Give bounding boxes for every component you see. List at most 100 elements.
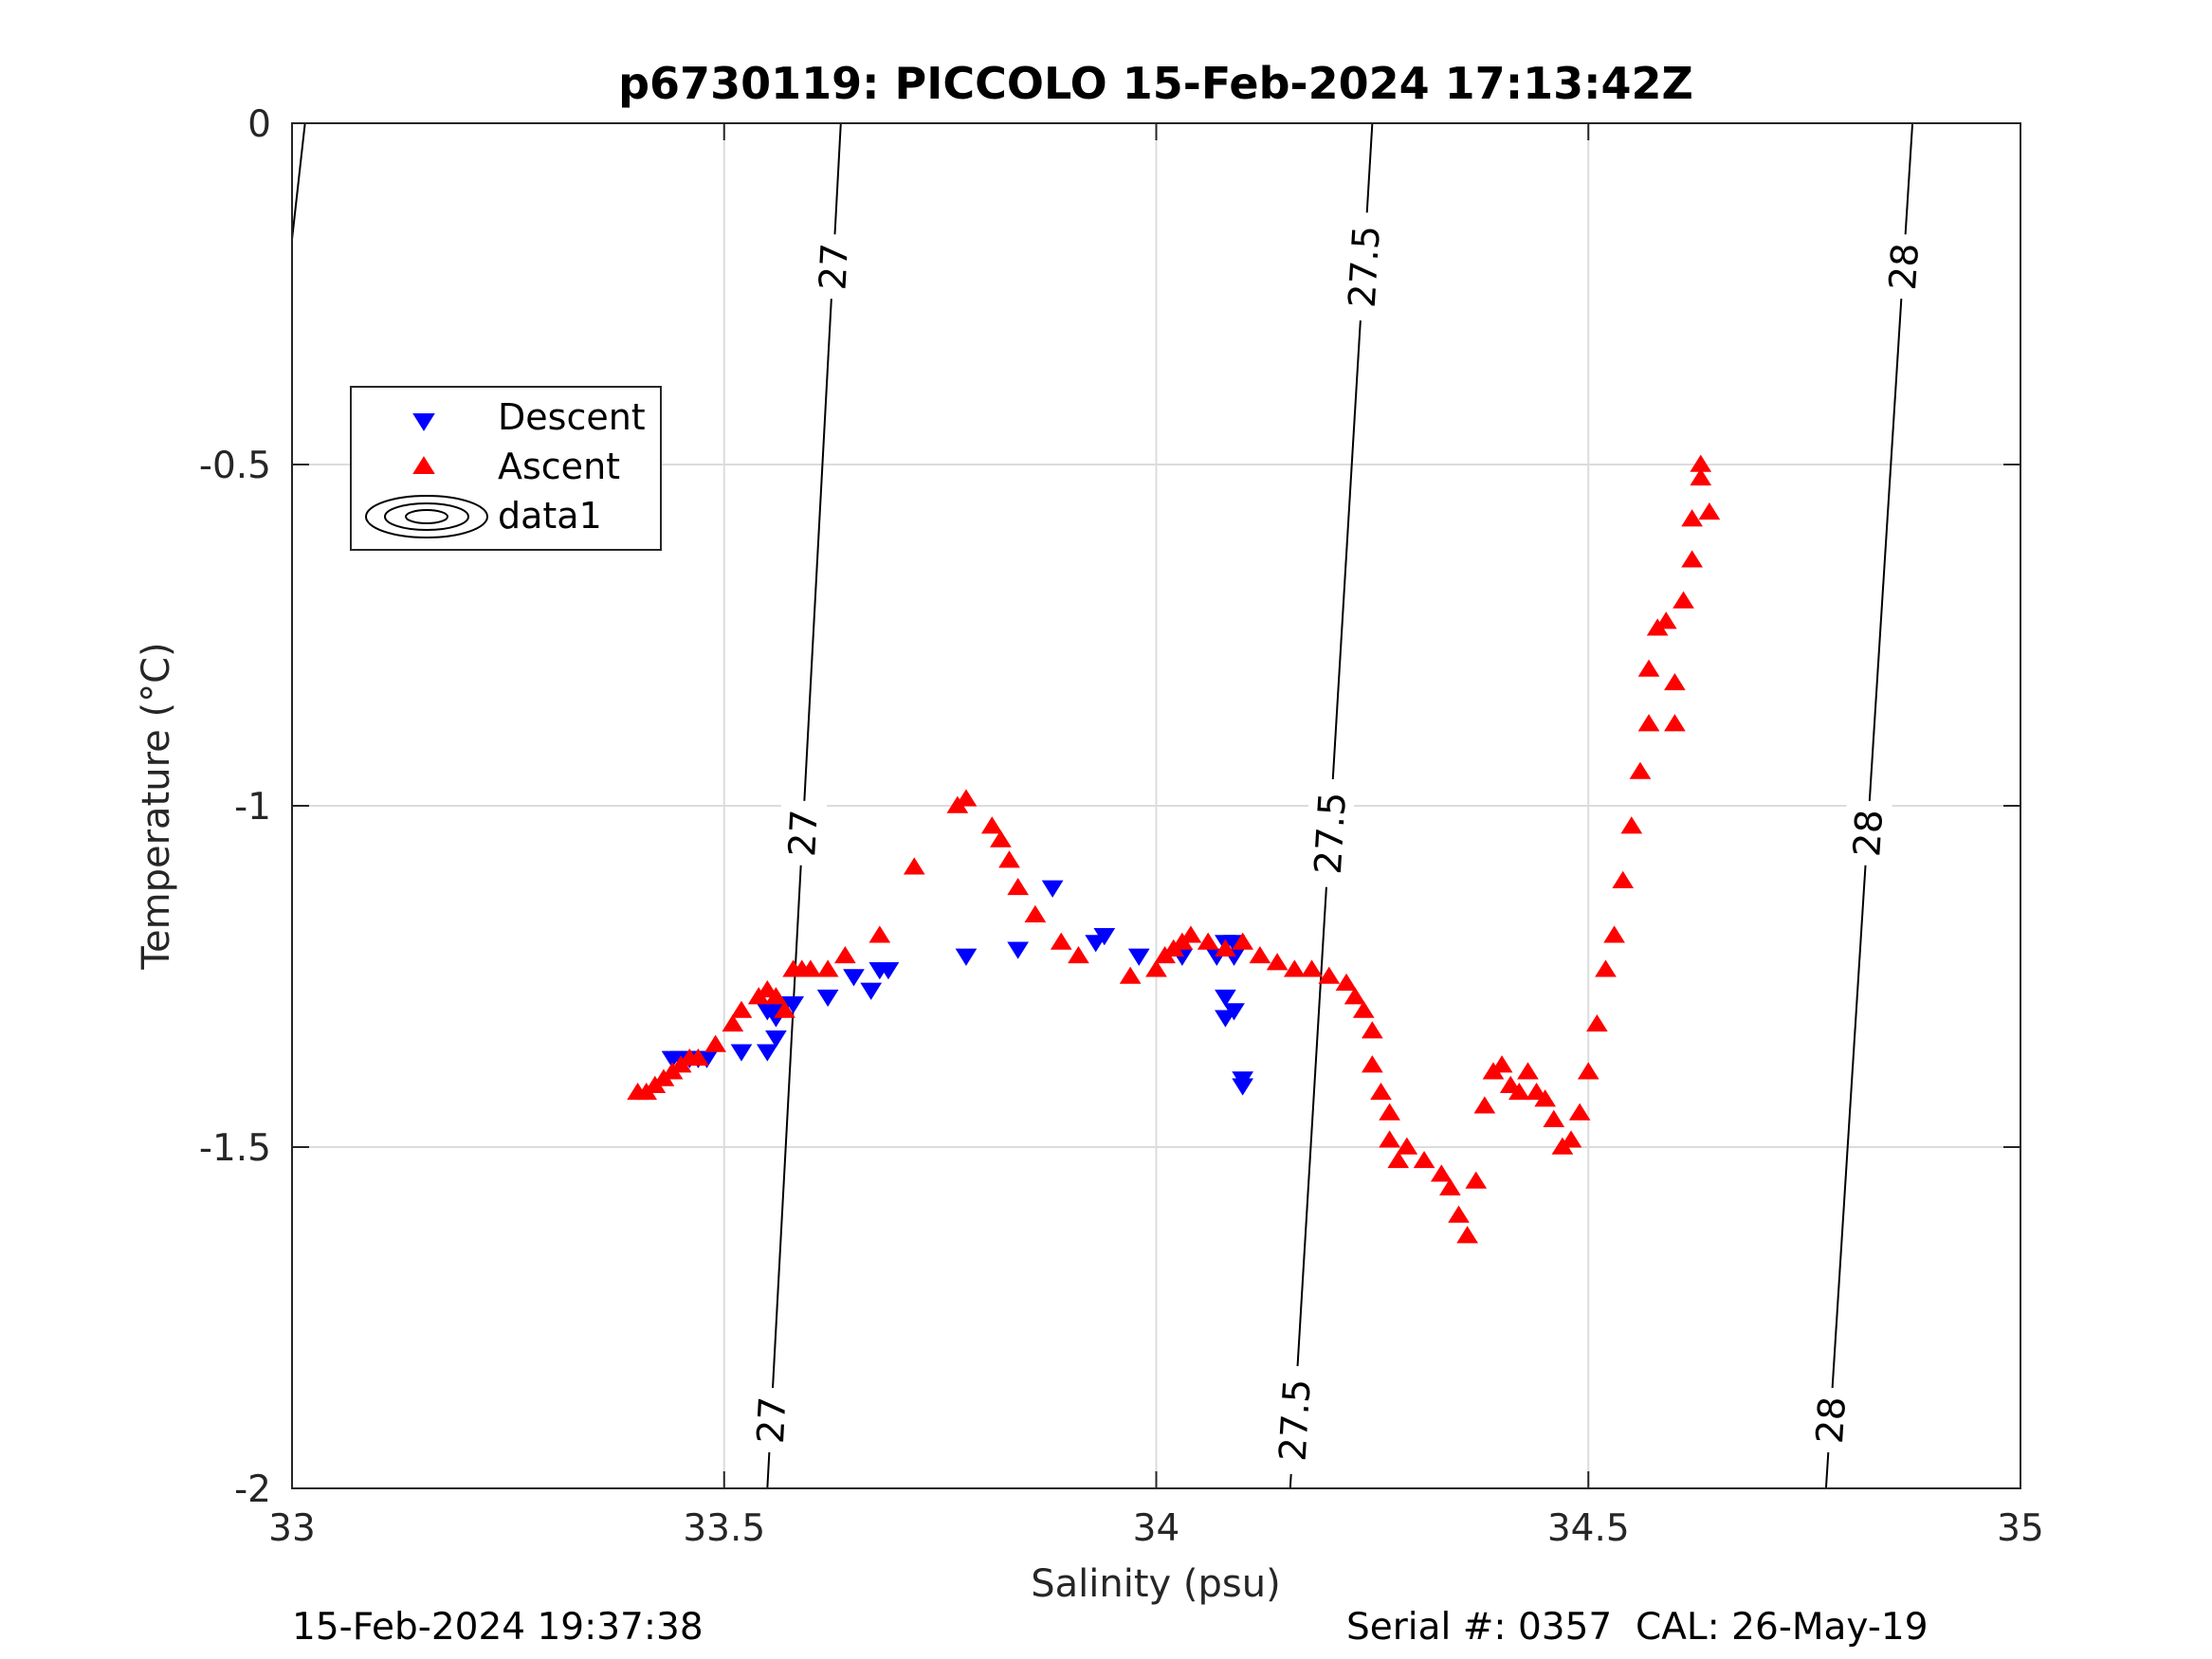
ascent-point xyxy=(1499,1075,1522,1093)
y-tick-label: -1.5 xyxy=(199,1127,271,1170)
contour-label-group: 27 xyxy=(746,1386,795,1454)
contour-label-mask xyxy=(808,232,858,301)
ascent-point xyxy=(1490,1055,1513,1073)
ascent-point xyxy=(1517,1062,1539,1080)
contour-label: 28 xyxy=(1882,242,1928,291)
ascent-point xyxy=(1352,1000,1375,1018)
ascent-point xyxy=(1637,659,1660,677)
x-tick-label: 34.5 xyxy=(1547,1507,1630,1550)
contour-label-group: 28 xyxy=(1878,232,1929,301)
ascent-point xyxy=(1534,1089,1557,1107)
ascent-point xyxy=(1568,1103,1591,1121)
contour-label-mask xyxy=(777,799,828,867)
contour-label: 28 xyxy=(1846,809,1892,858)
contour-label: 27 xyxy=(781,809,827,858)
ascent-point xyxy=(1362,1055,1383,1073)
ascent-point xyxy=(903,857,925,875)
contour-label-mask xyxy=(1303,777,1356,889)
ascent-point xyxy=(730,1000,753,1018)
legend-ascent-label: Ascent xyxy=(498,446,620,487)
footer-serial-cal: Serial #: 0357 CAL: 26-May-19 xyxy=(1346,1606,1929,1649)
legend: Descent Ascent data1 xyxy=(350,386,662,551)
legend-data1-label: data1 xyxy=(498,495,602,537)
contour-label-mask xyxy=(746,1386,795,1454)
ascent-point xyxy=(1379,1130,1400,1148)
ascent-point xyxy=(1560,1130,1582,1148)
ascent-point xyxy=(1068,945,1089,964)
descent-point xyxy=(1127,948,1150,966)
x-tick-label: 34 xyxy=(1133,1507,1180,1550)
ascent-point xyxy=(765,987,787,1005)
descent-point xyxy=(877,962,900,980)
y-axis-label: Temperature (°C) xyxy=(135,642,178,970)
ascent-point xyxy=(1318,966,1341,984)
ascent-point xyxy=(687,1048,709,1066)
contour-label-group: 28 xyxy=(1805,1386,1856,1454)
ascent-point xyxy=(1379,1103,1400,1121)
contour-label: 27.5 xyxy=(1342,225,1389,309)
ascent-point xyxy=(1664,714,1686,732)
ascent-point xyxy=(955,789,978,807)
descent-point xyxy=(1215,1010,1236,1028)
y-tick-label: -1 xyxy=(234,786,271,829)
ascent-point xyxy=(1654,611,1677,629)
contour-label-group: 28 xyxy=(1842,799,1892,867)
contour-label-group: 27.5 xyxy=(1303,777,1356,889)
chart-title: p6730119: PICCOLO 15-Feb-2024 17:13:42Z xyxy=(618,58,1693,109)
ascent-point xyxy=(1370,1082,1392,1101)
density-contours: 27 27 27 27.5 27.5 27.5 28 28 28 xyxy=(291,122,1929,1489)
ascent-point xyxy=(1024,904,1047,922)
ascent-point xyxy=(1396,1137,1418,1155)
y-tick-label: -0.5 xyxy=(199,445,271,487)
legend-descent-label: Descent xyxy=(498,396,646,438)
ascent-point xyxy=(722,1013,744,1032)
ascent-point xyxy=(1473,1096,1496,1114)
contour-label-group: 27.5 xyxy=(1268,1364,1321,1476)
ascent-point xyxy=(1007,877,1030,896)
ascent-point xyxy=(980,816,1003,834)
ascent-point xyxy=(1681,509,1703,527)
data-markers xyxy=(627,454,1721,1244)
contour-label-mask xyxy=(1337,210,1390,322)
descent-point xyxy=(1232,1078,1254,1096)
ascent-point xyxy=(1629,761,1652,779)
ascent-point xyxy=(1690,454,1712,472)
ascent-point xyxy=(816,959,839,977)
ascent-point xyxy=(1050,932,1072,950)
descent-point xyxy=(765,1030,787,1048)
ascent-point xyxy=(1673,591,1694,609)
descent-point xyxy=(1215,989,1236,1008)
descent-point xyxy=(860,982,883,1000)
legend-box xyxy=(350,386,662,551)
ascent-point xyxy=(1664,672,1686,691)
ascent-point xyxy=(1448,1205,1470,1223)
ascent-point xyxy=(1439,1177,1461,1195)
ascent-point xyxy=(868,925,891,943)
y-axis: 0 -0.5 -1 -1.5 -2 xyxy=(199,103,2020,1511)
ascent-point xyxy=(1526,1082,1547,1101)
contour-label: 28 xyxy=(1809,1395,1855,1445)
footer-timestamp: 15-Feb-2024 19:37:38 xyxy=(292,1606,704,1649)
ascent-point xyxy=(799,959,822,977)
legend-contour-icon xyxy=(365,495,488,538)
descent-point xyxy=(955,948,978,966)
ascent-point xyxy=(1465,1171,1488,1189)
y-tick-label: 0 xyxy=(247,103,271,146)
ascent-point xyxy=(1344,987,1366,1005)
ascent-point xyxy=(1620,816,1643,834)
ascent-point xyxy=(756,979,778,998)
ascent-point xyxy=(1387,1150,1410,1169)
ascent-point xyxy=(704,1034,726,1052)
ascent-point xyxy=(1637,714,1660,732)
x-tick-label: 35 xyxy=(1997,1507,2044,1550)
ascent-point xyxy=(1603,925,1625,943)
ascent-point xyxy=(1543,1109,1565,1127)
descent-point xyxy=(1007,941,1030,959)
ascent-point xyxy=(1456,1226,1478,1244)
ascent-point xyxy=(774,1000,795,1018)
contour-label-mask xyxy=(1878,232,1929,301)
contour-label-group: 27 xyxy=(808,232,858,301)
ascent-point xyxy=(1232,932,1254,950)
ascent-point xyxy=(1586,1013,1608,1032)
ascent-point xyxy=(1249,945,1271,964)
